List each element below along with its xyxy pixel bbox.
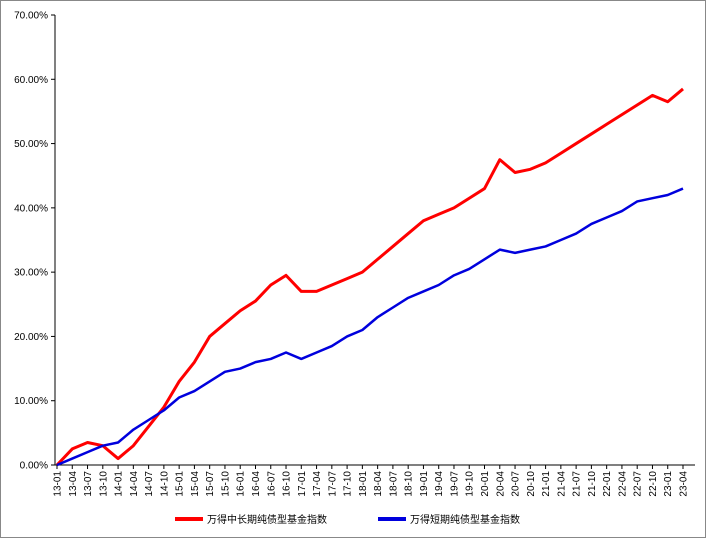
- x-tick-label: 23-04: [679, 471, 690, 497]
- y-tick-label: 40.00%: [14, 203, 48, 214]
- x-tick-label: 15-07: [205, 471, 216, 497]
- x-tick-label: 14-07: [144, 471, 155, 497]
- series-line: [55, 87, 684, 467]
- x-tick-label: 14-04: [129, 471, 140, 497]
- x-tick-label: 13-07: [83, 471, 94, 497]
- y-tick-label: 20.00%: [14, 332, 48, 343]
- series-line: [56, 187, 684, 467]
- y-tick-label: 10.00%: [14, 396, 48, 407]
- x-tick-label: 21-10: [587, 471, 598, 497]
- x-tick-label: 23-01: [663, 471, 674, 497]
- x-tick-label: 18-10: [404, 471, 415, 497]
- x-tick-label: 17-01: [297, 471, 308, 497]
- x-tick-label: 16-07: [266, 471, 277, 497]
- x-tick-label: 13-01: [53, 471, 64, 497]
- x-tick-label: 22-04: [617, 471, 628, 497]
- x-tick-label: 21-01: [541, 471, 552, 497]
- x-tick-label: 15-04: [190, 471, 201, 497]
- x-tick-label: 19-04: [434, 471, 445, 497]
- x-tick-label: 18-01: [358, 471, 369, 497]
- x-tick-label: 17-10: [343, 471, 354, 497]
- x-tick-label: 13-10: [98, 471, 109, 497]
- x-tick-label: 20-01: [480, 471, 491, 497]
- x-tick-label: 20-04: [495, 471, 506, 497]
- x-tick-label: 19-07: [449, 471, 460, 497]
- x-tick-label: 22-07: [633, 471, 644, 497]
- x-tick-label: 22-10: [648, 471, 659, 497]
- x-tick-label: 22-01: [602, 471, 613, 497]
- x-tick-label: 17-04: [312, 471, 323, 497]
- x-tick-label: 20-10: [526, 471, 537, 497]
- x-tick-label: 14-10: [159, 471, 170, 497]
- y-tick-label: 30.00%: [14, 268, 48, 279]
- y-tick-label: 70.00%: [14, 11, 48, 22]
- x-tick-label: 15-10: [220, 471, 231, 497]
- x-tick-label: 16-01: [236, 471, 247, 497]
- legend-label: 万得短期纯债型基金指数: [410, 513, 520, 526]
- x-tick-label: 15-01: [175, 471, 186, 497]
- y-tick-label: 50.00%: [14, 139, 48, 150]
- x-tick-label: 20-07: [511, 471, 522, 497]
- x-tick-label: 14-01: [114, 471, 125, 497]
- x-tick-label: 16-10: [282, 471, 293, 497]
- x-tick-label: 13-04: [68, 471, 79, 497]
- x-tick-label: 16-04: [251, 471, 262, 497]
- x-tick-label: 21-07: [572, 471, 583, 497]
- x-tick-label: 19-01: [419, 471, 430, 497]
- legend-label: 万得中长期纯债型基金指数: [207, 513, 327, 526]
- x-tick-label: 21-04: [556, 471, 567, 497]
- x-tick-label: 19-10: [465, 471, 476, 497]
- x-tick-label: 18-07: [388, 471, 399, 497]
- y-tick-label: 60.00%: [14, 75, 48, 86]
- y-tick-label: 0.00%: [20, 461, 48, 472]
- x-tick-label: 17-07: [327, 471, 338, 497]
- x-tick-label: 18-04: [373, 471, 384, 497]
